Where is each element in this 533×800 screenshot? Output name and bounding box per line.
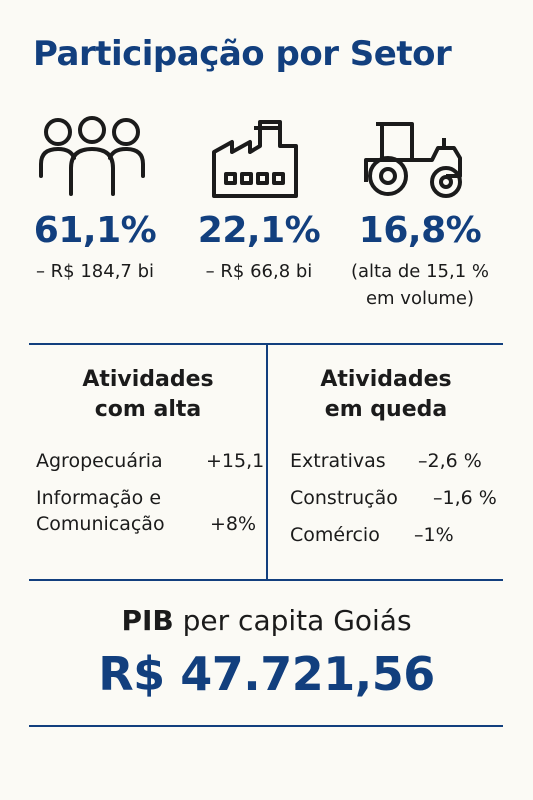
pib-label-bold: PIB [121,604,174,637]
people-icon [37,116,147,198]
falling-item-label: Construção [290,487,398,509]
divider-vertical [266,344,268,580]
tractor-icon [362,118,466,200]
falling-heading-line2: em queda [324,397,448,422]
pib-value: R$ 47.721,56 [98,647,435,701]
rising-item-label: Comunicação [36,513,165,535]
sector-detail-agro-line2: em volume) [365,288,475,309]
pib-label: PIB per capita Goiás [0,604,533,637]
page-title: Participação por Setor [33,34,452,74]
falling-item-value: –1% [414,524,454,546]
falling-item-label: Extrativas [290,450,386,472]
rising-item-label: Informação e [36,487,162,509]
rising-item-value: +8% [210,513,257,535]
falling-item-value: –2,6 % [418,450,482,472]
pib-label-rest: per capita Goiás [173,604,412,637]
falling-item-value: –1,6 % [433,487,497,509]
rising-heading-line2: com alta [94,397,202,422]
sector-percent-industry: 22,1% [197,210,321,251]
falling-item-label: Comércio [290,524,380,546]
falling-heading-line1: Atividades [320,367,452,392]
rising-heading-line1: Atividades [82,367,214,392]
divider-middle [29,579,503,581]
divider-bottom [29,725,503,727]
factory-icon [210,116,304,200]
sector-detail-industry: – R$ 66,8 bi [205,261,313,282]
divider-top [29,343,503,345]
sector-percent-services: 61,1% [33,210,157,251]
rising-item-value: +15,1 [206,450,265,472]
sector-detail-services: – R$ 184,7 bi [35,261,155,282]
rising-item-label: Agropecuária [36,450,163,472]
sector-percent-agro: 16,8% [358,210,482,251]
sector-detail-agro-line1: (alta de 15,1 % [351,261,489,282]
